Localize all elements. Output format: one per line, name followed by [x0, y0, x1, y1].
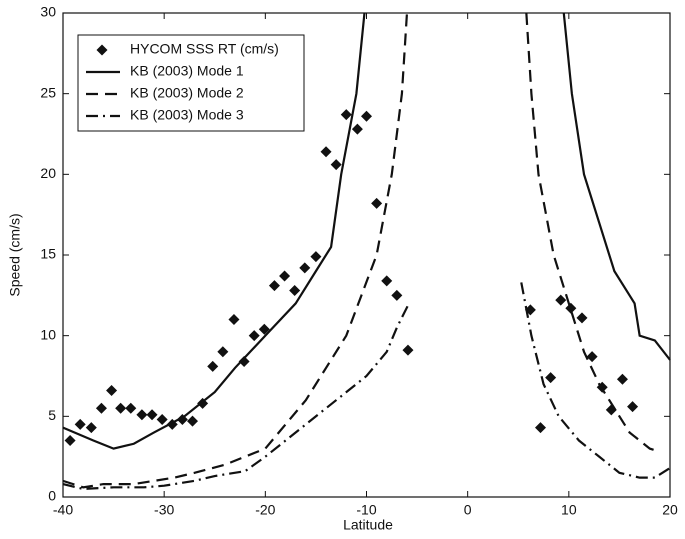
data-point — [248, 330, 260, 342]
data-point — [616, 373, 628, 385]
data-point — [351, 123, 363, 135]
x-tick-label: -40 — [53, 502, 73, 518]
data-point — [106, 385, 118, 397]
data-point — [330, 159, 342, 171]
x-tick-label: -20 — [255, 502, 275, 518]
x-tick-label: 10 — [561, 502, 577, 518]
data-line — [62, 12, 671, 450]
x-axis-label: Latitude — [343, 517, 393, 533]
data-point — [258, 323, 270, 335]
data-line — [62, 12, 656, 489]
data-point — [299, 262, 311, 274]
data-point — [361, 110, 372, 122]
legend-label: KB (2003) Mode 3 — [130, 107, 244, 123]
data-point — [186, 415, 198, 427]
data-point — [289, 284, 301, 296]
data-point — [391, 289, 403, 301]
data-point — [268, 280, 280, 292]
data-point — [535, 422, 547, 434]
data-point — [207, 360, 219, 372]
x-tick-label: 0 — [464, 502, 472, 518]
y-tick-label: 0 — [48, 488, 56, 504]
y-tick-label: 15 — [40, 246, 56, 262]
legend-label: HYCOM SSS RT (cm/s) — [130, 41, 279, 57]
data-point — [64, 435, 76, 447]
data-point — [279, 270, 291, 282]
data-point — [238, 355, 250, 367]
data-point — [627, 401, 639, 413]
data-point — [576, 312, 588, 324]
y-tick-label: 10 — [40, 326, 56, 342]
data-point — [146, 409, 158, 421]
legend-marker — [96, 44, 108, 56]
data-point — [381, 275, 393, 287]
x-tick-label: -30 — [154, 502, 174, 518]
data-point — [228, 314, 240, 326]
y-axis-label: Speed (cm/s) — [7, 213, 23, 296]
data-point — [217, 346, 229, 358]
data-point — [115, 402, 127, 414]
data-point — [95, 402, 107, 414]
data-point — [586, 351, 598, 363]
data-point — [74, 418, 86, 430]
x-tick-label: -10 — [356, 502, 376, 518]
data-point — [340, 109, 352, 121]
data-point — [371, 197, 383, 209]
data-point — [555, 294, 567, 306]
y-tick-label: 20 — [40, 165, 56, 181]
legend-label: KB (2003) Mode 1 — [130, 63, 244, 79]
y-tick-label: 5 — [48, 407, 56, 423]
data-point — [565, 302, 577, 314]
data-point — [310, 251, 322, 263]
legend-label: KB (2003) Mode 2 — [130, 85, 244, 101]
y-tick-label: 25 — [40, 84, 56, 100]
data-point — [605, 404, 617, 416]
data-point — [402, 344, 414, 356]
x-tick-label: 20 — [662, 502, 678, 518]
data-point — [320, 146, 332, 158]
y-tick-label: 30 — [40, 4, 56, 20]
data-line — [62, 282, 671, 491]
data-point — [125, 402, 137, 414]
data-point — [156, 414, 168, 426]
data-point — [85, 422, 97, 434]
data-point — [545, 372, 557, 384]
data-point — [136, 409, 148, 421]
